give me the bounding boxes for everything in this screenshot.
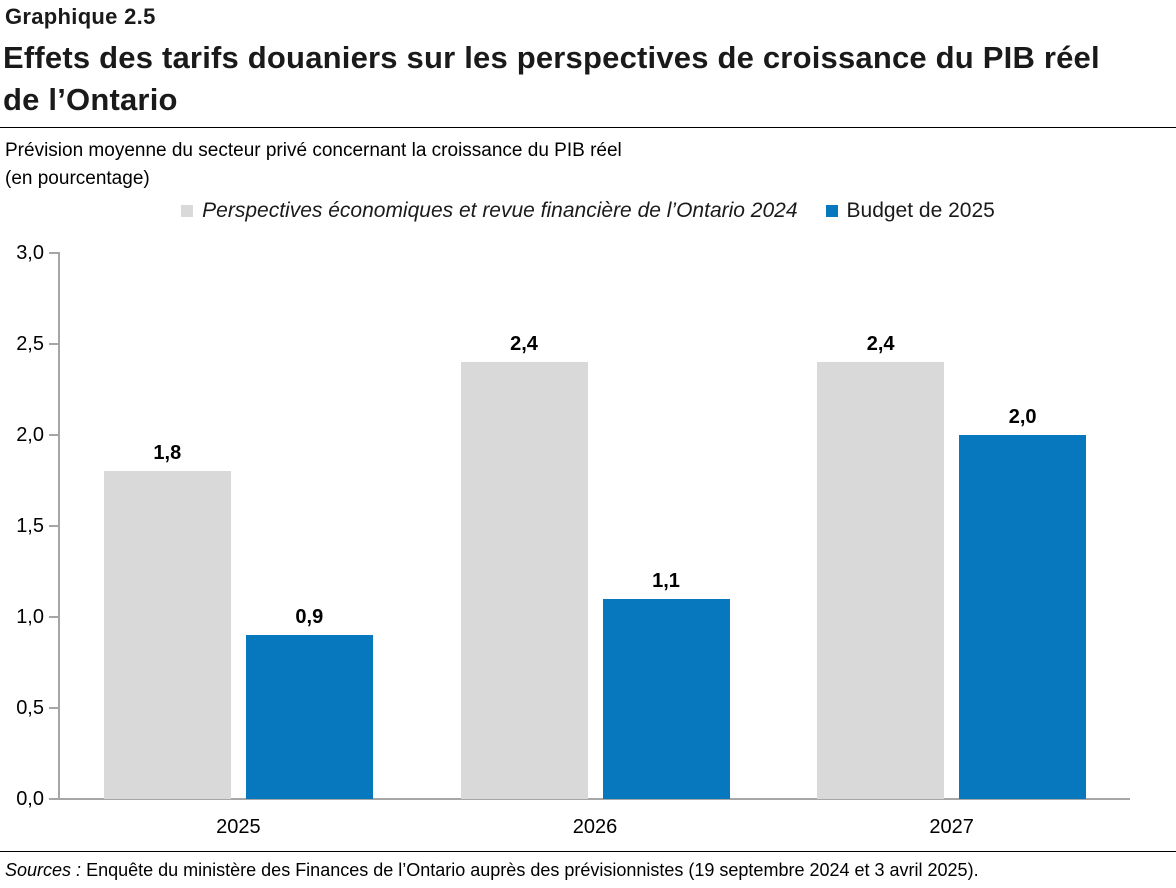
sources-label: Sources :	[5, 860, 82, 880]
y-axis-tick-label-0,5: 0,5	[16, 697, 44, 719]
legend-item-perspectives-2024: Perspectives économiques et revue financ…	[181, 199, 798, 223]
y-axis-tick-label-2,0: 2,0	[16, 424, 44, 446]
sources-note: Sources : Enquête du ministère des Finan…	[5, 858, 979, 882]
y-axis-tick-1,5	[49, 525, 58, 527]
sources-text: Enquête du ministère des Finances de l’O…	[86, 860, 979, 880]
bar-perspectives-2024-2027	[817, 362, 945, 799]
chart-number: Graphique 2.5	[5, 4, 156, 29]
x-axis-tick-label-2026: 2026	[572, 816, 618, 838]
legend-label-series1: Perspectives économiques et revue financ…	[202, 199, 798, 222]
bar-value-label-perspectives-2024-2027: 2,4	[866, 333, 895, 355]
y-axis-tick-1,0	[49, 616, 58, 618]
bar-budget-2025-2025	[245, 635, 373, 799]
y-axis-line	[58, 252, 60, 799]
y-axis-tick-label-1,0: 1,0	[16, 606, 44, 628]
bar-budget-2025-2026	[602, 599, 730, 799]
y-axis-tick-label-0,0: 0,0	[16, 788, 44, 810]
x-axis-tick-label-2025: 2025	[216, 816, 261, 838]
title-divider	[0, 127, 1176, 128]
bar-perspectives-2024-2026	[460, 362, 588, 799]
chart-subtitle: Prévision moyenne du secteur privé conce…	[5, 137, 622, 193]
x-axis-tick-label-2027: 2027	[929, 816, 974, 838]
y-axis-tick-label-1,5: 1,5	[16, 515, 44, 537]
bar-budget-2025-2027	[959, 435, 1087, 799]
y-axis-tick-3,0	[49, 252, 58, 254]
bar-value-label-perspectives-2024-2026: 2,4	[510, 333, 538, 355]
legend-label-series2: Budget de 2025	[846, 199, 995, 222]
subtitle-line-2: (en pourcentage)	[5, 168, 150, 189]
legend-swatch-series2	[825, 205, 838, 217]
bar-value-label-budget-2025-2026: 1,1	[652, 570, 680, 592]
subtitle-line-1: Prévision moyenne du secteur privé conce…	[5, 140, 622, 161]
bar-value-label-budget-2025-2027: 2,0	[1008, 406, 1037, 428]
x-axis-line	[53, 798, 1130, 800]
bar-value-label-perspectives-2024-2025: 1,8	[153, 442, 182, 464]
legend: Perspectives économiques et revue financ…	[0, 199, 1176, 223]
legend-item-budget-2025: Budget de 2025	[825, 199, 995, 223]
y-axis-tick-0,5	[49, 707, 58, 709]
bar-value-label-budget-2025-2025: 0,9	[295, 606, 324, 628]
y-axis-tick-2,0	[49, 434, 58, 436]
y-axis-tick-2,5	[49, 343, 58, 345]
legend-swatch-series1	[181, 205, 194, 217]
bar-perspectives-2024-2025	[103, 471, 231, 799]
page-title: Effets des tarifs douaniers sur les pers…	[3, 40, 1100, 117]
y-axis-tick-label-2,5: 2,5	[16, 333, 44, 355]
footer-divider	[0, 851, 1176, 852]
bar-chart-plot-area: 0,0 0,5 1,0 1,5 2,0 2,5 3,0 1,8 0,9 2025 2,4 1,1 202…	[0, 240, 1176, 845]
y-axis-tick-label-3,0: 3,0	[16, 242, 44, 264]
